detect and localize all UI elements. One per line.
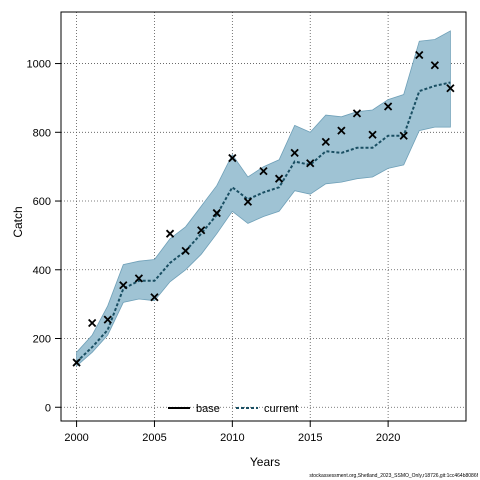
observed-point	[399, 131, 408, 140]
observed-point	[415, 50, 424, 60]
observed-point	[446, 84, 455, 93]
observed-point	[88, 318, 97, 328]
observed-point	[383, 102, 393, 111]
observed-point	[103, 315, 112, 324]
observed-point	[181, 246, 190, 256]
observed-point	[259, 166, 268, 176]
y-tick-label: 200	[33, 334, 51, 346]
y-axis-label: Catch	[11, 206, 25, 237]
x-tick-label: 2015	[298, 432, 322, 444]
current-series-line	[75, 81, 451, 363]
x-tick-label: 2000	[64, 432, 88, 444]
observed-point	[197, 226, 206, 235]
observed-point	[150, 293, 159, 302]
legend: base current	[168, 403, 298, 415]
legend-current-label: current	[264, 403, 298, 415]
observed-point	[274, 174, 284, 183]
x-axis-label: Years	[250, 455, 280, 469]
observed-point	[134, 274, 144, 283]
confidence-band	[76, 30, 451, 367]
observed-point	[119, 281, 128, 290]
observed-point	[212, 208, 221, 218]
observed-point	[290, 148, 299, 158]
observed-point	[321, 137, 330, 147]
observed-point	[165, 229, 175, 238]
y-tick-label: 600	[33, 196, 51, 208]
observed-point	[337, 126, 346, 135]
x-tick-label: 2020	[376, 432, 400, 444]
observed-point	[72, 358, 81, 367]
y-tick-label: 1000	[27, 59, 51, 71]
x-tick-label: 2010	[220, 432, 244, 444]
y-tick-label: 800	[33, 127, 51, 139]
legend-base-label: base	[196, 403, 220, 415]
y-tick-label: 400	[33, 265, 51, 277]
y-tick-label: 0	[45, 402, 51, 414]
observed-point	[430, 61, 439, 70]
observed-point	[228, 153, 237, 163]
grid	[61, 12, 466, 421]
observed-point	[352, 109, 362, 118]
observed-point	[243, 197, 253, 206]
x-axis: 2000 2005 2010 2015 2020	[64, 421, 400, 444]
observed-points	[72, 50, 455, 367]
observed-point	[368, 130, 377, 139]
x-tick-label: 2005	[142, 432, 166, 444]
y-axis: 0 200 400 600 800 1000	[27, 59, 61, 414]
observed-point	[306, 159, 315, 168]
footer-credit: stockassessment.org,Shetland_2023_SSMO_O…	[309, 473, 478, 479]
plot-frame	[60, 11, 467, 422]
